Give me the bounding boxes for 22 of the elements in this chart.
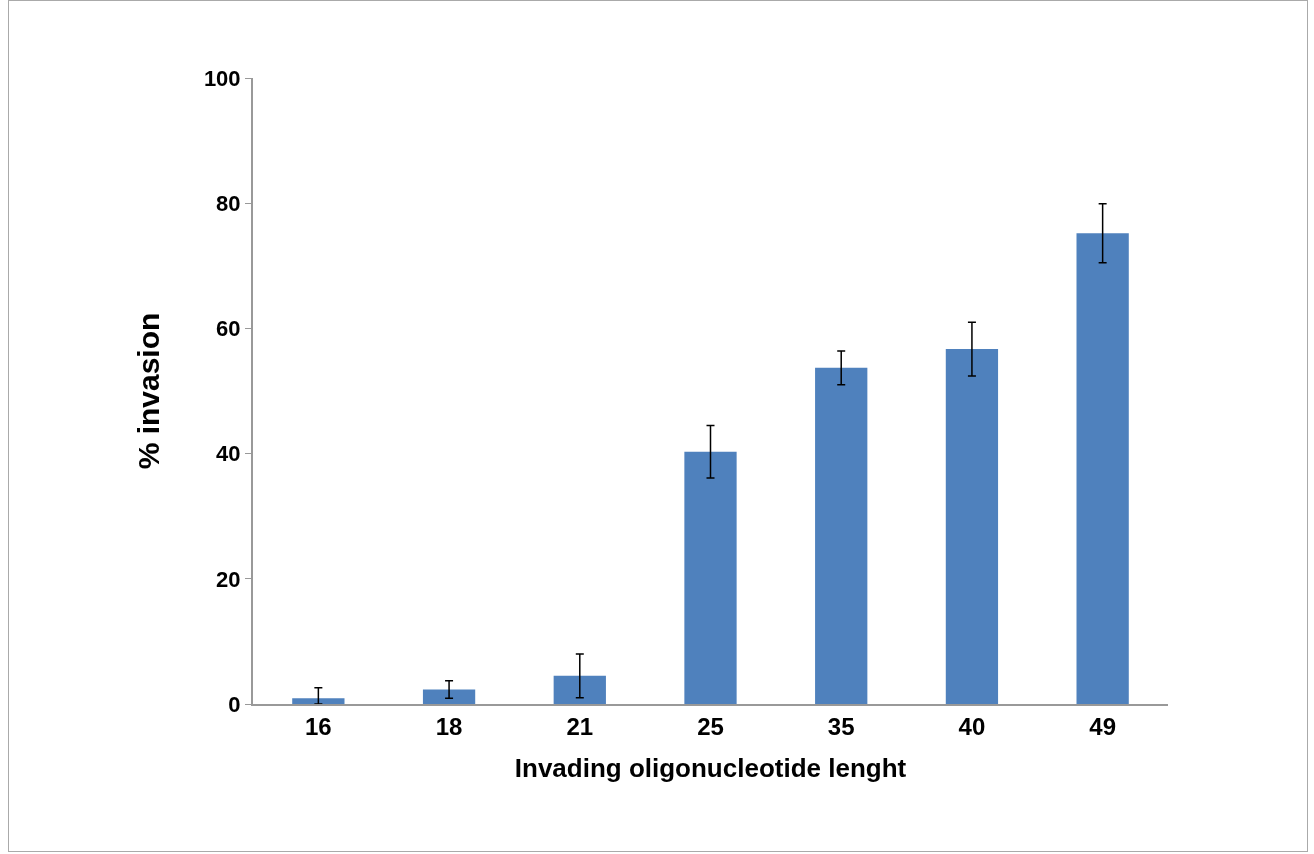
bar	[292, 698, 345, 704]
bar	[1076, 233, 1129, 704]
bar	[684, 451, 737, 704]
y-tick-label: 40	[216, 441, 241, 467]
bar	[422, 689, 476, 704]
x-tick-label: 49	[1089, 712, 1116, 740]
bar	[945, 349, 999, 704]
y-tick-label: 80	[216, 190, 241, 216]
bar	[553, 675, 606, 704]
x-tick-label: 21	[566, 712, 594, 740]
y-tick-label: 100	[203, 65, 241, 91]
x-tick-label: 18	[435, 712, 463, 740]
bar	[815, 367, 868, 704]
x-axis-title: Invading oligonucleotide lenght	[514, 753, 907, 783]
y-tick-label: 20	[216, 566, 241, 592]
x-tick-label: 35	[827, 712, 855, 740]
y-tick-label: 60	[216, 316, 241, 342]
y-axis-title: % invasion	[132, 312, 166, 470]
x-tick-label: 16	[305, 712, 332, 740]
y-tick-label: 0	[228, 691, 241, 717]
x-tick-label: 25	[697, 712, 724, 740]
x-tick-label: 40	[958, 712, 986, 740]
